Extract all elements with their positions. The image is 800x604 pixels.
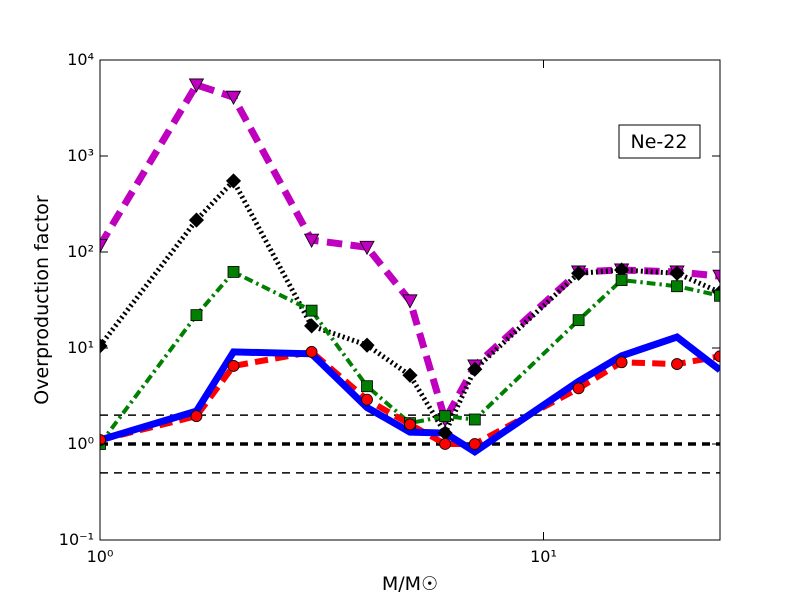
marker xyxy=(571,265,587,281)
marker xyxy=(305,304,318,317)
series-line xyxy=(100,269,720,446)
marker xyxy=(714,350,720,363)
y-tick-label: 10⁴ xyxy=(67,50,94,69)
marker xyxy=(190,410,203,423)
marker xyxy=(359,337,375,353)
marker xyxy=(402,294,418,309)
marker xyxy=(669,265,685,281)
marker xyxy=(467,361,483,377)
marker xyxy=(714,289,720,302)
marker xyxy=(404,418,416,431)
marker xyxy=(303,233,320,248)
y-tick-label: 10⁰ xyxy=(67,434,94,453)
x-axis-label: M/M☉ xyxy=(382,573,438,595)
marker xyxy=(615,356,628,369)
marker xyxy=(100,338,108,354)
marker xyxy=(227,266,240,278)
marker xyxy=(100,434,106,446)
marker xyxy=(188,78,205,93)
marker xyxy=(572,382,585,395)
marker xyxy=(225,90,242,106)
series-line xyxy=(100,348,720,447)
series-line xyxy=(100,176,720,439)
y-axis-label: Overproduction factor xyxy=(31,195,53,405)
marker xyxy=(468,438,481,450)
marker xyxy=(227,360,240,372)
marker xyxy=(305,346,318,358)
marker xyxy=(671,280,683,293)
marker xyxy=(712,269,720,285)
annotation: Ne-22 xyxy=(631,131,688,153)
axes-frame xyxy=(99,59,721,541)
y-tick-label: 10³ xyxy=(67,146,94,165)
marker xyxy=(361,380,373,393)
y-tick-label: 10⁻¹ xyxy=(59,530,94,549)
marker xyxy=(468,413,481,426)
marker xyxy=(439,438,452,450)
marker xyxy=(304,318,320,334)
marker xyxy=(359,240,375,256)
marker xyxy=(188,212,205,228)
x-tick-label: 10⁰ xyxy=(87,547,114,566)
marker xyxy=(361,393,373,406)
marker xyxy=(190,309,203,322)
y-tick-label: 10¹ xyxy=(67,338,94,357)
marker xyxy=(615,274,628,286)
marker xyxy=(671,358,683,370)
series-line xyxy=(100,333,720,456)
marker xyxy=(225,173,242,189)
y-tick-label: 10² xyxy=(67,242,94,261)
annotation-box xyxy=(618,124,701,159)
plot-area xyxy=(100,78,720,474)
marker xyxy=(572,314,585,327)
marker xyxy=(402,367,418,383)
marker xyxy=(439,410,452,423)
marker xyxy=(100,239,108,254)
x-tick-label: 10¹ xyxy=(530,547,557,566)
